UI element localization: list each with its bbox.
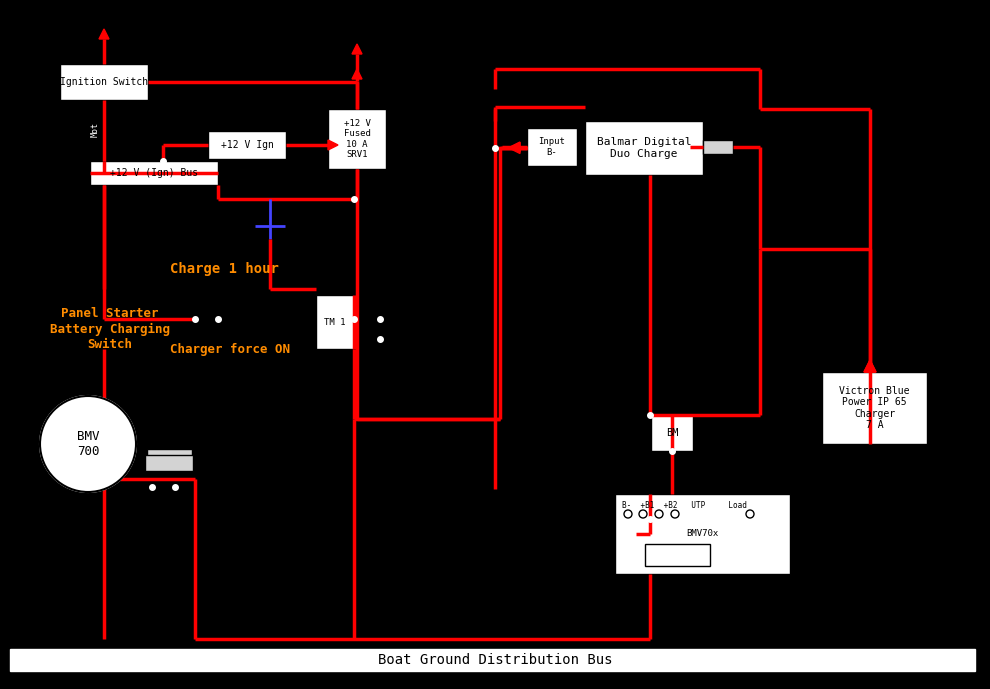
FancyBboxPatch shape bbox=[90, 161, 218, 185]
FancyBboxPatch shape bbox=[328, 109, 386, 169]
Text: BM: BM bbox=[665, 428, 678, 438]
Text: B-  +B1  +B2   UTP     Load: B- +B1 +B2 UTP Load bbox=[622, 502, 746, 511]
Polygon shape bbox=[864, 360, 876, 372]
FancyBboxPatch shape bbox=[822, 372, 927, 444]
FancyBboxPatch shape bbox=[703, 140, 733, 154]
FancyBboxPatch shape bbox=[316, 295, 354, 349]
Text: Balmar Digital
Duo Charge: Balmar Digital Duo Charge bbox=[597, 137, 691, 158]
Polygon shape bbox=[328, 140, 338, 150]
Text: Boat Ground Distribution Bus: Boat Ground Distribution Bus bbox=[378, 653, 612, 667]
Polygon shape bbox=[99, 29, 109, 39]
Polygon shape bbox=[352, 44, 362, 54]
Text: Mot: Mot bbox=[90, 121, 100, 136]
Circle shape bbox=[639, 510, 647, 518]
FancyBboxPatch shape bbox=[10, 649, 975, 671]
FancyBboxPatch shape bbox=[527, 128, 577, 166]
Text: +12 V Ign: +12 V Ign bbox=[221, 140, 273, 150]
Polygon shape bbox=[865, 362, 875, 372]
Text: Charger force ON: Charger force ON bbox=[170, 342, 290, 356]
FancyBboxPatch shape bbox=[145, 455, 193, 471]
Circle shape bbox=[746, 510, 754, 518]
Text: BMV 70x Shunt: BMV 70x Shunt bbox=[664, 579, 741, 589]
FancyBboxPatch shape bbox=[208, 131, 286, 159]
Text: +12 V (Ign) Bus: +12 V (Ign) Bus bbox=[110, 168, 198, 178]
FancyBboxPatch shape bbox=[651, 415, 693, 451]
Circle shape bbox=[671, 510, 679, 518]
FancyBboxPatch shape bbox=[585, 121, 703, 175]
Polygon shape bbox=[510, 142, 520, 152]
FancyBboxPatch shape bbox=[615, 494, 790, 574]
Text: BMV
700: BMV 700 bbox=[77, 430, 99, 458]
Text: +12 V
Fused
10 A
SRV1: +12 V Fused 10 A SRV1 bbox=[344, 119, 370, 159]
Polygon shape bbox=[864, 360, 876, 372]
Polygon shape bbox=[352, 69, 362, 79]
FancyBboxPatch shape bbox=[645, 544, 710, 566]
FancyBboxPatch shape bbox=[60, 64, 148, 100]
Text: Victron Blue
Power IP 65
Charger
7 A: Victron Blue Power IP 65 Charger 7 A bbox=[840, 386, 910, 431]
Text: Ignition Switch: Ignition Switch bbox=[60, 77, 148, 87]
Circle shape bbox=[655, 510, 663, 518]
Circle shape bbox=[40, 396, 136, 492]
Circle shape bbox=[624, 510, 632, 518]
FancyBboxPatch shape bbox=[147, 449, 192, 465]
Text: Charge 1 hour: Charge 1 hour bbox=[170, 262, 279, 276]
Text: Panel Starter
Battery Charging
Switch: Panel Starter Battery Charging Switch bbox=[50, 307, 170, 351]
Text: Input
B-: Input B- bbox=[539, 137, 565, 156]
Text: TM 1: TM 1 bbox=[325, 318, 346, 327]
Text: BMV70x: BMV70x bbox=[686, 530, 719, 539]
Polygon shape bbox=[509, 143, 520, 154]
